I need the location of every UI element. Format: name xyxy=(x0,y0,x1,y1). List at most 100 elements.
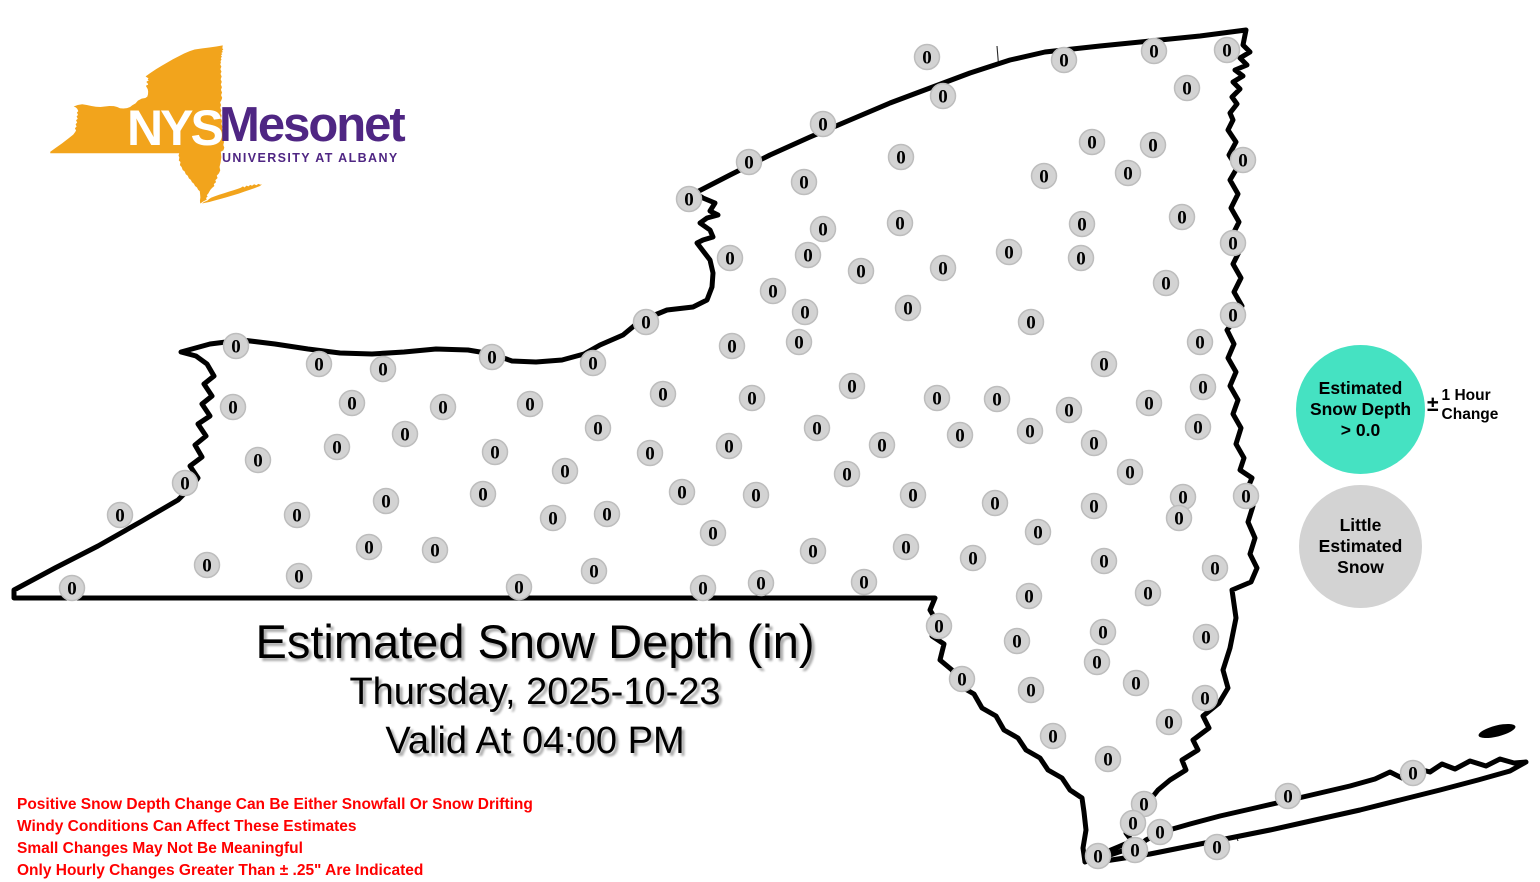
svg-text:0: 0 xyxy=(1198,378,1208,399)
station-marker: 0 xyxy=(355,533,383,561)
svg-text:0: 0 xyxy=(202,556,212,577)
station-marker: 0 xyxy=(516,390,544,418)
station-marker: 0 xyxy=(580,557,608,585)
station-marker: 0 xyxy=(305,350,333,378)
legend-label-line: Estimated xyxy=(1318,536,1403,556)
svg-text:0: 0 xyxy=(1089,434,1099,455)
station-marker: 0 xyxy=(1173,74,1201,102)
station-marker: 0 xyxy=(1192,623,1220,651)
station-marker: 0 xyxy=(391,420,419,448)
station-marker: 0 xyxy=(222,332,250,360)
svg-text:0: 0 xyxy=(957,670,967,691)
svg-text:0: 0 xyxy=(1228,234,1238,255)
station-marker: 0 xyxy=(715,432,743,460)
svg-text:0: 0 xyxy=(400,425,410,446)
station-marker: 0 xyxy=(1140,37,1168,65)
station-marker: 0 xyxy=(1080,492,1108,520)
station-marker: 0 xyxy=(925,612,953,640)
svg-text:0: 0 xyxy=(856,262,866,283)
svg-text:0: 0 xyxy=(938,259,948,280)
station-marker: 0 xyxy=(847,257,875,285)
station-marker: 0 xyxy=(1114,159,1142,187)
legend-little-snow-circle: Little Estimated Snow xyxy=(1299,485,1422,608)
svg-text:0: 0 xyxy=(877,436,887,457)
station-marker: 0 xyxy=(929,254,957,282)
svg-text:0: 0 xyxy=(1125,463,1135,484)
svg-text:0: 0 xyxy=(896,148,906,169)
station-marker: 0 xyxy=(539,504,567,532)
legend-label-line: Estimated xyxy=(1318,378,1403,398)
station-marker: 0 xyxy=(699,519,727,547)
svg-text:0: 0 xyxy=(1149,42,1159,63)
svg-text:0: 0 xyxy=(799,173,809,194)
svg-text:0: 0 xyxy=(1099,355,1109,376)
svg-text:0: 0 xyxy=(847,377,857,398)
svg-text:0: 0 xyxy=(347,394,357,415)
svg-text:0: 0 xyxy=(548,509,558,530)
station-marker: 0 xyxy=(193,551,221,579)
svg-text:0: 0 xyxy=(1024,587,1034,608)
station-marker: 0 xyxy=(1203,833,1231,861)
svg-text:0: 0 xyxy=(684,190,694,211)
svg-text:0: 0 xyxy=(1195,333,1205,354)
svg-text:0: 0 xyxy=(1164,713,1174,734)
svg-text:0: 0 xyxy=(768,282,778,303)
svg-text:0: 0 xyxy=(1241,487,1251,508)
station-marker: 0 xyxy=(1189,373,1217,401)
svg-text:0: 0 xyxy=(751,486,761,507)
station-marker: 0 xyxy=(1152,269,1180,297)
svg-text:0: 0 xyxy=(708,524,718,545)
svg-text:0: 0 xyxy=(180,474,190,495)
svg-text:0: 0 xyxy=(744,153,754,174)
station-marker: 0 xyxy=(106,501,134,529)
svg-text:0: 0 xyxy=(818,115,828,136)
legend-snow-depth-circle: Estimated Snow Depth > 0.0 xyxy=(1296,345,1425,474)
svg-text:0: 0 xyxy=(381,492,391,513)
disclaimer-block: Positive Snow Depth Change Can Be Either… xyxy=(17,794,533,882)
svg-text:0: 0 xyxy=(1200,689,1210,710)
svg-text:0: 0 xyxy=(934,617,944,638)
svg-text:0: 0 xyxy=(602,505,612,526)
svg-text:0: 0 xyxy=(1131,674,1141,695)
svg-text:0: 0 xyxy=(1178,488,1188,509)
station-marker: 0 xyxy=(429,393,457,421)
svg-text:0: 0 xyxy=(992,390,1002,411)
station-marker: 0 xyxy=(929,82,957,110)
station-marker: 0 xyxy=(1139,131,1167,159)
station-marker: 0 xyxy=(481,438,509,466)
station-marker: 0 xyxy=(1229,146,1257,174)
station-marker: 0 xyxy=(1186,328,1214,356)
station-marker: 0 xyxy=(323,433,351,461)
station-marker: 0 xyxy=(593,500,621,528)
station-marker: 0 xyxy=(58,574,86,602)
svg-text:0: 0 xyxy=(1222,41,1232,62)
svg-text:0: 0 xyxy=(812,419,822,440)
station-marker: 0 xyxy=(946,421,974,449)
legend-change-lines: 1 Hour Change xyxy=(1442,386,1499,424)
svg-text:0: 0 xyxy=(727,337,737,358)
svg-text:0: 0 xyxy=(747,389,757,410)
station-marker: 0 xyxy=(1030,162,1058,190)
svg-text:0: 0 xyxy=(1089,497,1099,518)
station-marker: 0 xyxy=(1090,350,1118,378)
title-block: Estimated Snow Depth (in) Thursday, 2025… xyxy=(255,616,814,766)
svg-text:0: 0 xyxy=(1210,559,1220,580)
svg-text:0: 0 xyxy=(1098,623,1108,644)
legend-label-line: Snow xyxy=(1337,557,1384,577)
station-marker: 0 xyxy=(1084,842,1112,870)
station-marker: 0 xyxy=(1119,809,1147,837)
station-marker: 0 xyxy=(1135,389,1163,417)
station-marker: 0 xyxy=(833,460,861,488)
station-marker: 0 xyxy=(913,43,941,71)
svg-text:0: 0 xyxy=(800,303,810,324)
station-marker: 0 xyxy=(636,439,664,467)
station-marker: 0 xyxy=(469,480,497,508)
station-marker: 0 xyxy=(887,143,915,171)
svg-text:0: 0 xyxy=(922,48,932,69)
station-marker: 0 xyxy=(1184,413,1212,441)
svg-text:0: 0 xyxy=(1039,167,1049,188)
station-marker: 0 xyxy=(981,489,1009,517)
station-marker: 0 xyxy=(923,384,951,412)
station-marker: 0 xyxy=(1089,618,1117,646)
